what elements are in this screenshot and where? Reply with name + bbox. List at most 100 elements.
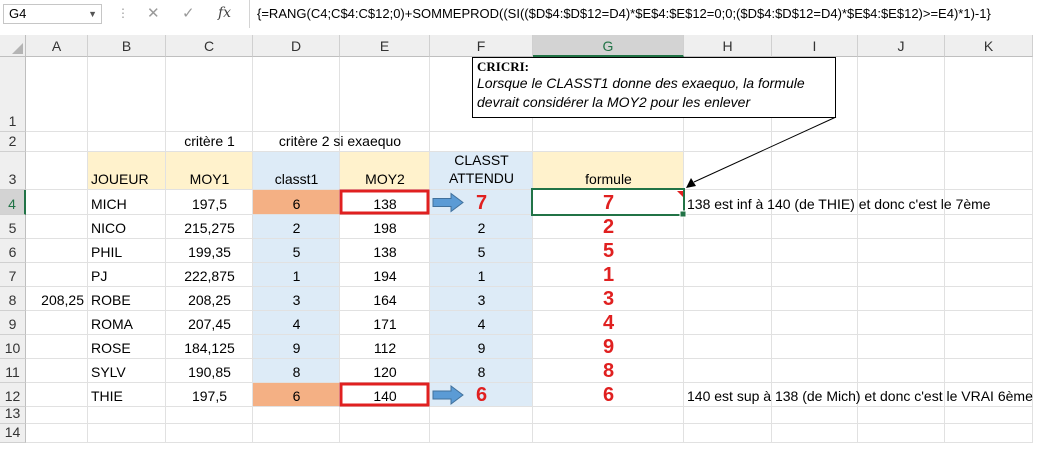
- cell-b3[interactable]: JOUEUR: [88, 152, 166, 190]
- cell-c2[interactable]: critère 1: [166, 132, 253, 152]
- column-header-f[interactable]: F: [430, 35, 533, 57]
- cell-e10[interactable]: 112: [340, 335, 430, 359]
- cell-c5[interactable]: 215,275: [166, 215, 253, 239]
- row-header-2[interactable]: 2: [0, 132, 26, 152]
- cell-c9[interactable]: 207,45: [166, 311, 253, 335]
- cell-c6[interactable]: 199,35: [166, 239, 253, 263]
- cell-c7[interactable]: 222,875: [166, 263, 253, 287]
- cell-e11[interactable]: 120: [340, 359, 430, 383]
- cell-b11[interactable]: SYLV: [88, 359, 166, 383]
- cell-b7[interactable]: PJ: [88, 263, 166, 287]
- row-header-10[interactable]: 10: [0, 335, 26, 359]
- cell-c4[interactable]: 197,5: [166, 190, 253, 215]
- cell-f9[interactable]: 4: [430, 311, 533, 335]
- cell-b12[interactable]: THIE: [88, 383, 166, 407]
- row-header-13[interactable]: 13: [0, 405, 26, 424]
- cell-d8[interactable]: 3: [253, 287, 340, 311]
- column-header-g[interactable]: G: [533, 35, 684, 57]
- chevron-down-icon[interactable]: ▼: [88, 9, 97, 19]
- row-header-7[interactable]: 7: [0, 263, 26, 287]
- cell-g6[interactable]: 5: [533, 239, 684, 263]
- cell-c10[interactable]: 184,125: [166, 335, 253, 359]
- column-header-b[interactable]: B: [88, 35, 166, 57]
- cell-b6[interactable]: PHIL: [88, 239, 166, 263]
- name-box[interactable]: G4 ▼: [3, 4, 102, 24]
- cell-f7[interactable]: 1: [430, 263, 533, 287]
- cell-h4[interactable]: 138 est inf à 140 (de THIE) et donc c'es…: [684, 190, 991, 215]
- row-header-3[interactable]: 3: [0, 152, 26, 190]
- cell-h12[interactable]: 140 est sup à 138 (de Mich) et donc c'es…: [684, 383, 1033, 407]
- cell-f12[interactable]: 6: [430, 383, 533, 407]
- row-header-4[interactable]: 4: [0, 190, 26, 215]
- cell-d4[interactable]: 6: [253, 190, 340, 215]
- cell-g12[interactable]: 6: [533, 383, 684, 407]
- cancel-icon[interactable]: ✕: [147, 5, 160, 22]
- cell-f4[interactable]: 7: [430, 190, 533, 215]
- column-header-c[interactable]: C: [166, 35, 253, 57]
- cell-e7[interactable]: 194: [340, 263, 430, 287]
- cell-e5[interactable]: 198: [340, 215, 430, 239]
- cell-e12[interactable]: 140: [340, 383, 430, 407]
- cell-g10[interactable]: 9: [533, 335, 684, 359]
- cell-d5[interactable]: 2: [253, 215, 340, 239]
- cell-b4[interactable]: MICH: [88, 190, 166, 215]
- column-header-j[interactable]: J: [858, 35, 945, 57]
- row-header-1[interactable]: 1: [0, 57, 26, 132]
- cell-b10[interactable]: ROSE: [88, 335, 166, 359]
- cell-b8[interactable]: ROBE: [88, 287, 166, 311]
- cell-d6[interactable]: 5: [253, 239, 340, 263]
- column-header-e[interactable]: E: [340, 35, 430, 57]
- cell-d3[interactable]: classt1: [253, 152, 340, 190]
- row-header-11[interactable]: 11: [0, 359, 26, 383]
- row-header-9[interactable]: 9: [0, 311, 26, 335]
- column-header-d[interactable]: D: [253, 35, 340, 57]
- cell-g9[interactable]: 4: [533, 311, 684, 335]
- cell-f8[interactable]: 3: [430, 287, 533, 311]
- cell-b9[interactable]: ROMA: [88, 311, 166, 335]
- insert-function-icon[interactable]: fx: [218, 5, 232, 21]
- column-header-i[interactable]: I: [772, 35, 858, 57]
- row-header-6[interactable]: 6: [0, 239, 26, 263]
- enter-icon[interactable]: ✓: [182, 5, 195, 22]
- cell-g11[interactable]: 8: [533, 359, 684, 383]
- cell-f10[interactable]: 9: [430, 335, 533, 359]
- cell-c8[interactable]: 208,25: [166, 287, 253, 311]
- cell-c3[interactable]: MOY1: [166, 152, 253, 190]
- cell-f11-text: 8: [477, 364, 486, 380]
- cell-d9[interactable]: 4: [253, 311, 340, 335]
- row-header-14[interactable]: 14: [0, 424, 26, 443]
- cell-a8[interactable]: 208,25: [26, 287, 88, 311]
- cell-f3[interactable]: CLASST ATTENDU: [430, 140, 533, 190]
- cell-d12[interactable]: 6: [253, 383, 340, 407]
- cell-e4[interactable]: 138: [340, 190, 430, 215]
- cell-d2[interactable]: critère 2 si exaequo: [253, 132, 427, 152]
- row-header-12[interactable]: 12: [0, 383, 26, 407]
- column-header-k[interactable]: K: [945, 35, 1033, 57]
- column-header-a[interactable]: A: [26, 35, 88, 57]
- cell-d7[interactable]: 1: [253, 263, 340, 287]
- cell-g8[interactable]: 3: [533, 287, 684, 311]
- select-all-button[interactable]: [0, 35, 26, 57]
- column-header-h[interactable]: H: [684, 35, 772, 57]
- cell-d10[interactable]: 9: [253, 335, 340, 359]
- cell-d11[interactable]: 8: [253, 359, 340, 383]
- cell-g5[interactable]: 2: [533, 215, 684, 239]
- cell-c12[interactable]: 197,5: [166, 383, 253, 407]
- cell-e3[interactable]: MOY2: [340, 152, 430, 190]
- row-header-8[interactable]: 8: [0, 287, 26, 311]
- cell-g4[interactable]: 7: [533, 190, 684, 215]
- formula-input[interactable]: {=RANG(C4;C$4:C$12;0)+SOMMEPROD((SI(($D$…: [249, 0, 1060, 28]
- cell-e6[interactable]: 138: [340, 239, 430, 263]
- row-header-5[interactable]: 5: [0, 215, 26, 239]
- cell-g3[interactable]: formule: [533, 152, 684, 190]
- cell-f5[interactable]: 2: [430, 215, 533, 239]
- cell-f11[interactable]: 8: [430, 359, 533, 383]
- cell-b5[interactable]: NICO: [88, 215, 166, 239]
- cell-e8[interactable]: 164: [340, 287, 430, 311]
- cell-c11[interactable]: 190,85: [166, 359, 253, 383]
- cell-e9[interactable]: 171: [340, 311, 430, 335]
- worksheet-grid[interactable]: critère 1 critère 2 si exaequo JOUEUR MOY1 c…: [26, 57, 1060, 449]
- cell-f6[interactable]: 5: [430, 239, 533, 263]
- drag-handle-icon[interactable]: ⋮: [117, 6, 129, 20]
- cell-g7[interactable]: 1: [533, 263, 684, 287]
